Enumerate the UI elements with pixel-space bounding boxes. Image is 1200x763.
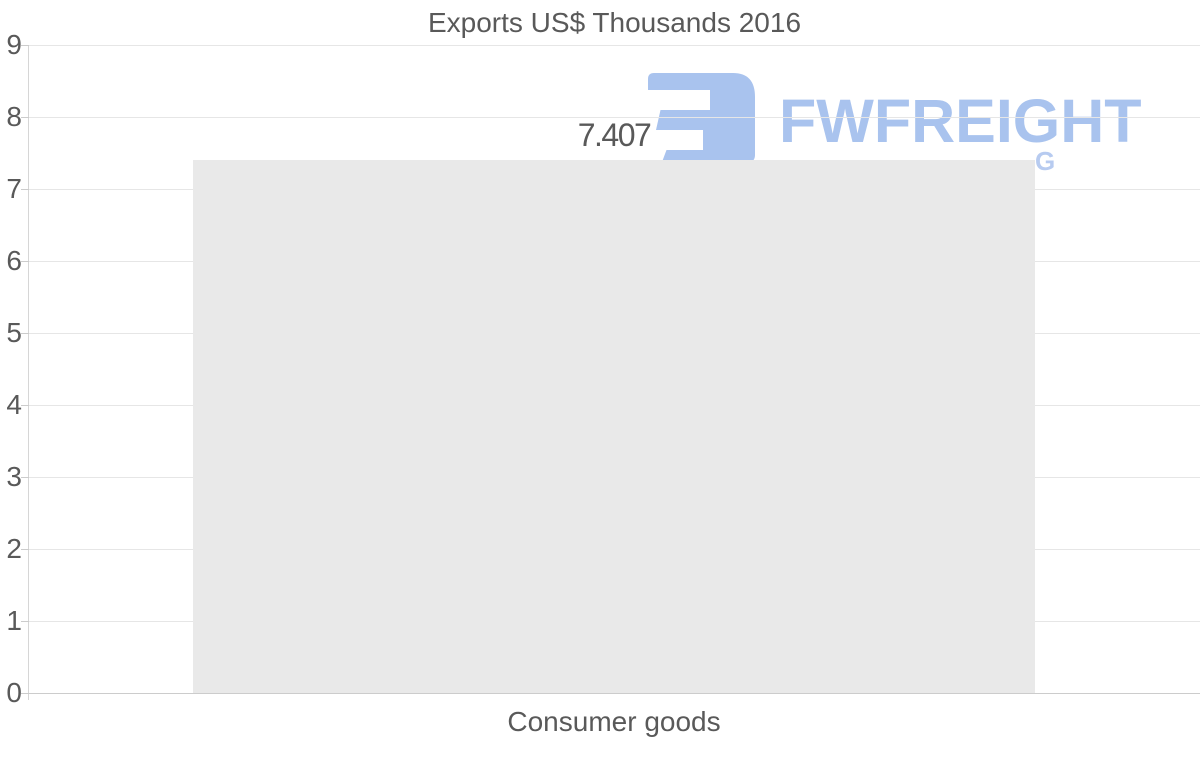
y-tick-label-3: 3 xyxy=(6,461,22,492)
gridline-9 xyxy=(29,45,1200,46)
y-tick-label-5: 5 xyxy=(6,317,22,348)
y-tick-mark-8 xyxy=(21,117,29,118)
y-tick-mark-4 xyxy=(21,405,29,406)
y-tick-mark-6 xyxy=(21,261,29,262)
y-tick-mark-9 xyxy=(21,45,29,46)
y-tick-mark-1 xyxy=(21,621,29,622)
x-axis-category-label: Consumer goods xyxy=(507,706,721,737)
y-tick-mark-0 xyxy=(21,693,29,694)
logo-subtitle-fragment: G xyxy=(1035,146,1056,176)
y-tick-label-1: 1 xyxy=(6,605,22,636)
y-tick-label-4: 4 xyxy=(6,389,22,420)
y-tick-mark-3 xyxy=(21,477,29,478)
fwfreight-logo-text: FWFREIGHT xyxy=(779,87,1142,155)
y-tick-label-2: 2 xyxy=(6,533,22,564)
x-axis-baseline xyxy=(29,693,1200,694)
y-tick-mark-2 xyxy=(21,549,29,550)
y-tick-mark-5 xyxy=(21,333,29,334)
y-tick-mark-7 xyxy=(21,189,29,190)
y-tick-label-0: 0 xyxy=(6,677,22,708)
bar-value-label: 7.407 xyxy=(577,116,652,153)
y-tick-label-8: 8 xyxy=(6,101,22,132)
bar-consumer-goods[interactable] xyxy=(193,159,1035,693)
y-tick-label-9: 9 xyxy=(6,29,22,60)
gridline-8 xyxy=(29,117,1200,118)
y-axis-line xyxy=(28,45,29,700)
chart-title: Exports US$ Thousands 2016 xyxy=(427,7,802,38)
y-tick-label-6: 6 xyxy=(6,245,22,276)
y-tick-label-7: 7 xyxy=(6,173,22,204)
